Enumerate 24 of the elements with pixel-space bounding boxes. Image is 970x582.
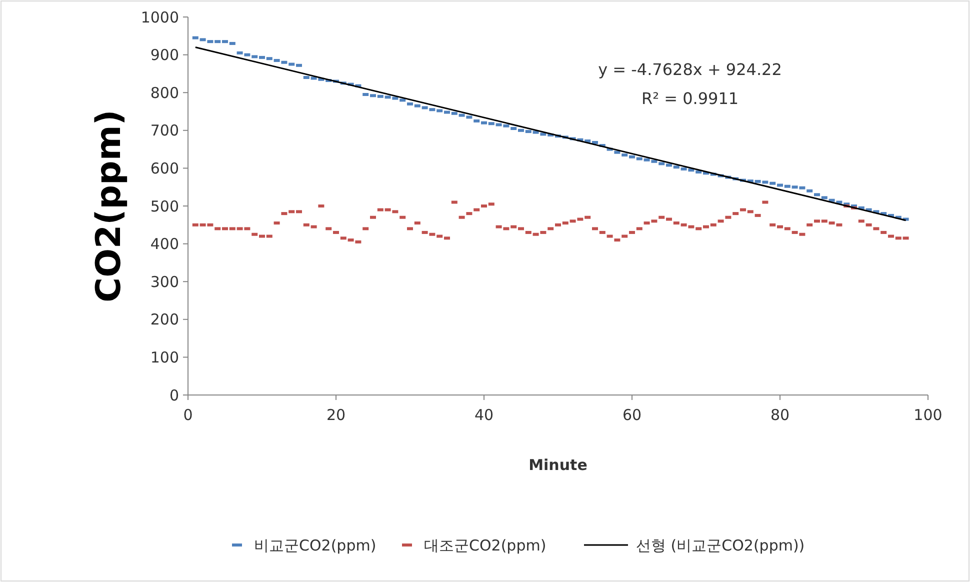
- y-tick-label: 300: [150, 272, 179, 291]
- x-tick-label: 80: [770, 406, 790, 424]
- legend-label: 대조군CO2(ppm): [424, 536, 546, 554]
- annotation: R² = 0.9911: [641, 89, 739, 108]
- annotation: y = -4.7628x + 924.22: [598, 60, 782, 79]
- y-tick-label: 200: [150, 310, 179, 329]
- y-tick-label: 900: [150, 46, 179, 64]
- y-tick-label: 700: [150, 122, 179, 140]
- y-tick-label: 800: [150, 84, 179, 102]
- y-tick-label: 0: [169, 386, 179, 404]
- x-tick-label: 40: [474, 406, 494, 424]
- legend-label: 비교군CO2(ppm): [254, 536, 376, 554]
- x-tick-label: 0: [183, 406, 193, 424]
- y-tick-label: 400: [150, 235, 179, 254]
- y-tick-label: 1000: [140, 8, 179, 26]
- y-tick-label: 500: [150, 197, 179, 216]
- y-axis-title: CO2(ppm): [89, 110, 129, 302]
- x-tick-label: 20: [326, 406, 346, 424]
- x-tick-label: 60: [622, 406, 642, 424]
- x-tick-label: 100: [914, 406, 942, 424]
- legend-label: 선형 (비교군CO2(ppm)): [636, 536, 805, 554]
- x-axis-title: Minute: [528, 456, 588, 474]
- y-tick-label: 100: [150, 348, 179, 366]
- y-tick-label: 600: [150, 159, 179, 178]
